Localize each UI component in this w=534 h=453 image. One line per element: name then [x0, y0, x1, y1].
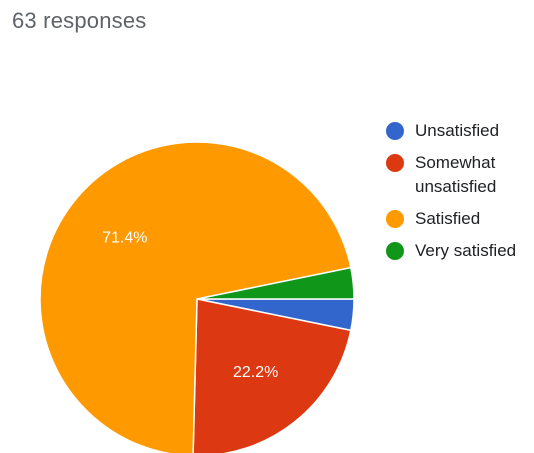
legend-swatch-very-satisfied — [386, 242, 404, 260]
legend-label-unsatisfied: Unsatisfied — [415, 121, 500, 140]
legend-item-somewhat-unsatisfied[interactable]: Somewhat unsatisfied — [386, 151, 534, 199]
legend-swatch-unsatisfied — [386, 122, 404, 140]
legend-label-very-satisfied: Very satisfied — [415, 241, 517, 260]
pie-slice-very-satisfied[interactable] — [196, 266, 355, 300]
legend-item-unsatisfied[interactable]: Unsatisfied — [386, 119, 534, 143]
pie-slice-somewhat-unsatisfied[interactable] — [192, 298, 352, 453]
legend-swatch-satisfied — [386, 210, 404, 228]
data-label-satisfied: 71.4% — [102, 230, 147, 247]
legend-label-satisfied: Satisfied — [415, 209, 481, 228]
legend-item-satisfied[interactable]: Satisfied — [386, 207, 534, 231]
legend-label-somewhat-unsatisfied: Somewhat unsatisfied — [415, 153, 497, 196]
chart-legend: Unsatisfied Somewhat unsatisfied Satisfi… — [386, 119, 534, 271]
response-count: 63 responses — [12, 8, 147, 33]
legend-item-very-satisfied[interactable]: Very satisfied — [386, 239, 534, 263]
pie-slice-satisfied[interactable] — [39, 141, 352, 453]
data-label-somewhat-unsatisfied: 22.2% — [233, 364, 278, 381]
legend-swatch-somewhat-unsatisfied — [386, 154, 404, 172]
